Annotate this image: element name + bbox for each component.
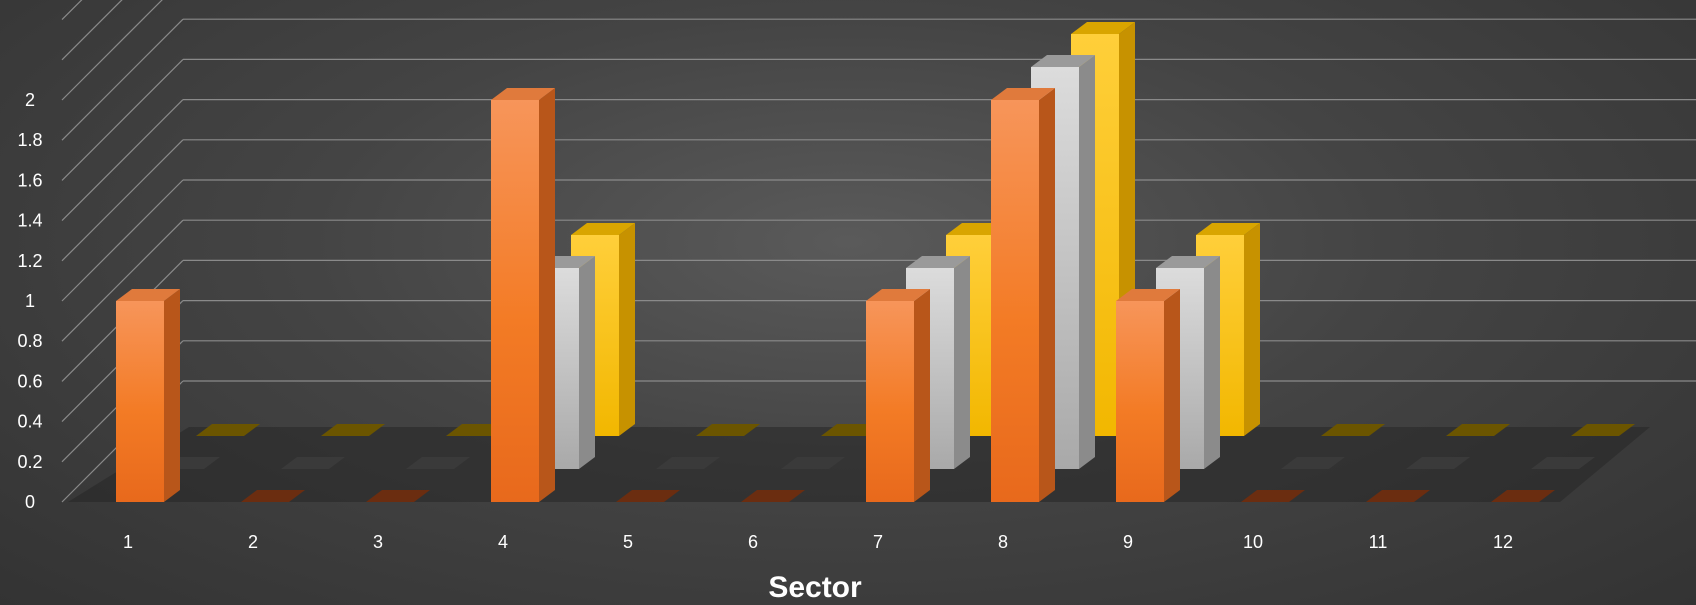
x-tick-label: 7 bbox=[873, 532, 883, 552]
floor-marker bbox=[1366, 490, 1430, 502]
y-tick-label: 1.8 bbox=[17, 130, 42, 150]
y-tick-label: 0.6 bbox=[17, 371, 42, 391]
bar-front bbox=[991, 100, 1039, 502]
bar-top bbox=[571, 223, 635, 235]
floor-marker bbox=[1446, 424, 1510, 436]
gridline-depth bbox=[61, 0, 123, 61]
floor-shadow bbox=[68, 427, 1650, 502]
y-tick-label: 0 bbox=[25, 492, 35, 512]
x-tick-label: 8 bbox=[998, 532, 1008, 552]
gridline-depth bbox=[61, 179, 184, 302]
x-tick-label: 5 bbox=[623, 532, 633, 552]
y-tick-label: 0.2 bbox=[17, 452, 42, 472]
floor-marker bbox=[656, 457, 720, 469]
y-tick-label: 2 bbox=[25, 90, 35, 110]
floor-marker bbox=[781, 457, 845, 469]
bar-top bbox=[116, 289, 180, 301]
y-tick-label: 1.2 bbox=[17, 251, 42, 271]
bar-top bbox=[1071, 22, 1135, 34]
bar-side bbox=[619, 223, 635, 436]
floor-marker bbox=[241, 490, 305, 502]
bar-top bbox=[991, 88, 1055, 100]
bar-side bbox=[1204, 256, 1220, 469]
bar-side bbox=[1039, 88, 1055, 502]
y-tick-label: 1.4 bbox=[17, 211, 42, 231]
floor-marker bbox=[1491, 490, 1555, 502]
bar-side bbox=[579, 256, 595, 469]
bar-side bbox=[1244, 223, 1260, 436]
bar-side bbox=[539, 88, 555, 502]
bar bbox=[991, 88, 1055, 502]
x-tick-label: 4 bbox=[498, 532, 508, 552]
y-tick-label: 1.6 bbox=[17, 170, 42, 190]
floor-marker bbox=[321, 424, 385, 436]
bar-side bbox=[954, 256, 970, 469]
x-tick-label: 2 bbox=[248, 532, 258, 552]
gridline-depth bbox=[61, 58, 184, 181]
bar-side bbox=[914, 289, 930, 502]
bar-side bbox=[164, 289, 180, 502]
x-tick-label: 10 bbox=[1243, 532, 1263, 552]
bar-top bbox=[906, 256, 970, 268]
bars bbox=[116, 22, 1260, 502]
bar bbox=[116, 289, 180, 502]
floor-marker bbox=[281, 457, 345, 469]
bar-front bbox=[1116, 301, 1164, 502]
bar-top bbox=[866, 289, 930, 301]
x-tick-label: 1 bbox=[123, 532, 133, 552]
floor-marker bbox=[1241, 490, 1305, 502]
floor-marker bbox=[1531, 457, 1595, 469]
bar-side bbox=[1164, 289, 1180, 502]
x-tick-label: 11 bbox=[1369, 532, 1388, 552]
x-tick-label: 12 bbox=[1493, 532, 1513, 552]
bar-top bbox=[1156, 256, 1220, 268]
floor-marker bbox=[366, 490, 430, 502]
gridline-depth bbox=[61, 99, 184, 222]
gridline-depth bbox=[61, 0, 83, 21]
floor-marker bbox=[1321, 424, 1385, 436]
bar-top bbox=[1116, 289, 1180, 301]
bar-side bbox=[1079, 55, 1095, 469]
floor-marker bbox=[1571, 424, 1635, 436]
floor-markers bbox=[68, 424, 1650, 502]
x-tick-label: 9 bbox=[1123, 532, 1133, 552]
floor-marker bbox=[741, 490, 805, 502]
gridline-depth bbox=[61, 139, 184, 262]
y-tick-label: 1 bbox=[25, 291, 35, 311]
bar-top bbox=[491, 88, 555, 100]
bar-top bbox=[1031, 55, 1095, 67]
floor-marker bbox=[696, 424, 760, 436]
x-axis-ticks: 1 2 3 4 5 6 7 8 9 10 11 12 bbox=[123, 532, 1513, 552]
x-axis-title: Sector bbox=[768, 571, 862, 604]
floor-marker bbox=[1406, 457, 1470, 469]
gridline-depth bbox=[61, 18, 184, 141]
floor-marker bbox=[406, 457, 470, 469]
floor-marker bbox=[196, 424, 260, 436]
y-tick-label: 0.8 bbox=[17, 331, 42, 351]
bar-front bbox=[116, 301, 164, 502]
y-tick-label: 0.4 bbox=[17, 412, 42, 432]
x-tick-label: 3 bbox=[373, 532, 383, 552]
gridline-depth bbox=[61, 0, 163, 101]
bar bbox=[491, 88, 555, 502]
floor-marker bbox=[1281, 457, 1345, 469]
floor-marker bbox=[616, 490, 680, 502]
bar bbox=[866, 289, 930, 502]
y-axis-ticks: 0 0.2 0.4 0.6 0.8 1 1.2 1.4 1.6 1.8 2 bbox=[17, 90, 42, 512]
bar-front bbox=[491, 100, 539, 502]
bar-top bbox=[1196, 223, 1260, 235]
gridline-depth bbox=[61, 219, 184, 342]
bar bbox=[1116, 289, 1180, 502]
bar-front bbox=[866, 301, 914, 502]
x-tick-label: 6 bbox=[748, 532, 758, 552]
